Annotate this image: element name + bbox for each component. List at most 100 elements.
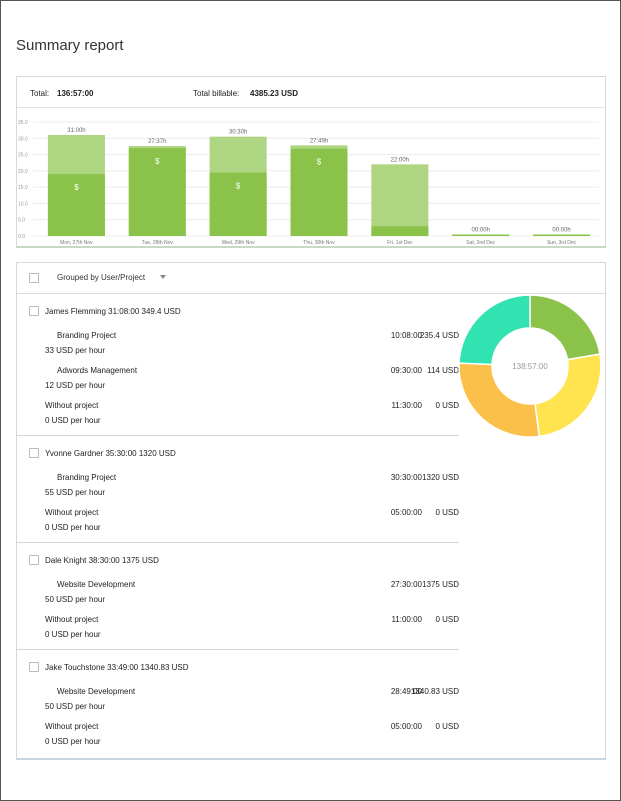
hourly-rate: 55 USD per hour [45, 488, 106, 497]
bar-total [371, 164, 429, 236]
y-tick-label: 15.0 [18, 185, 28, 191]
bar-value-label: 27:37h [148, 139, 166, 145]
project-time: 05:00:00 [390, 722, 422, 731]
bar-value-label: 22:00h [391, 157, 409, 163]
bar-value-label: 30:30h [229, 130, 247, 136]
billable-marker: $ [236, 181, 241, 190]
summary-panel: Total: 136:57:00 Total billable: 4385.23… [16, 76, 606, 248]
hourly-rate: 0 USD per hour [45, 630, 101, 639]
hourly-rate: 33 USD per hour [45, 346, 106, 355]
project-label: Adwords Management [57, 366, 138, 375]
donut-slice [529, 294, 601, 361]
x-tick-label: Sat, 2nd Dec [466, 240, 495, 246]
user-section: Yvonne Gardner 35:30:00 1320 USD Branding… [17, 436, 459, 543]
total-label: Total: [30, 89, 50, 98]
project-amount: 1320 USD [422, 473, 459, 482]
hourly-rate: 50 USD per hour [45, 702, 106, 711]
bar-billable [290, 148, 348, 236]
x-tick-label: Wed, 29th Nov [222, 240, 255, 246]
donut-slice [458, 294, 531, 366]
total-value: 136:57:00 [57, 89, 94, 98]
bar-billable [209, 172, 267, 236]
page-title: Summary report [16, 37, 124, 54]
donut-slice [458, 362, 541, 438]
user-checkbox[interactable] [29, 555, 39, 565]
project-time: 27:30:00 [390, 580, 422, 589]
user-checkbox[interactable] [29, 306, 39, 316]
y-tick-label: 5.0 [18, 218, 25, 224]
project-time: 30:30:00 [390, 473, 422, 482]
billable-label: Total billable: [193, 89, 240, 98]
daily-hours-bar-chart: 35.0 30.0 25.0 20.0 15.0 10.0 5.0 0.0 31:00h $ Mon… [18, 120, 599, 246]
user-section: James Flemming 31:08:00 349.4 USD Brandin… [17, 294, 459, 436]
y-tick-label: 25.0 [18, 153, 28, 159]
bar-billable [128, 148, 186, 236]
hourly-rate: 0 USD per hour [45, 416, 101, 425]
billable-marker: $ [155, 157, 160, 166]
y-tick-label: 0.0 [18, 234, 25, 240]
project-time: 28:49:00 [390, 687, 422, 696]
project-amount: 0 USD [435, 401, 459, 410]
project-amount: 1340.83 USD [410, 687, 459, 696]
x-tick-label: Mon, 27th Nov [60, 240, 93, 246]
x-tick-label: Fri, 1st Dec [387, 240, 413, 246]
x-tick-label: Thu, 30th Nov [303, 240, 335, 246]
y-tick-label: 30.0 [18, 136, 28, 142]
totals-row: Total: 136:57:00 Total billable: 4385.23… [17, 77, 605, 108]
x-tick-label: Tue, 28th Nov [142, 240, 174, 246]
bar-value-label: 00:00h [552, 228, 570, 234]
project-label: Website Development [57, 580, 136, 589]
project-label: Branding Project [57, 473, 117, 482]
project-label: Website Development [57, 687, 136, 696]
project-time: 10:08:00 [390, 331, 422, 340]
user-section: Dale Knight 38:30:00 1375 USD Website Dev… [17, 543, 459, 650]
project-amount: 1375 USD [422, 580, 459, 589]
billable-marker: $ [74, 183, 79, 192]
bar-billable [47, 174, 105, 236]
select-all-checkbox[interactable] [29, 273, 39, 283]
project-label: Without project [45, 508, 99, 517]
donut-slice [534, 353, 602, 438]
project-time: 09:30:00 [390, 366, 422, 375]
project-label: Without project [45, 401, 99, 410]
bar-billable [533, 234, 591, 236]
hourly-rate: 0 USD per hour [45, 737, 101, 746]
project-amount: 0 USD [435, 508, 459, 517]
y-tick-label: 35.0 [18, 120, 28, 126]
project-label: Branding Project [57, 331, 117, 340]
bar-billable [452, 234, 510, 236]
project-amount: 114 USD [427, 366, 459, 375]
donut-center-label: 138:57:00 [512, 362, 548, 371]
y-tick-label: 10.0 [18, 201, 28, 207]
user-checkbox[interactable] [29, 448, 39, 458]
bar-value-label: 27:49h [310, 138, 328, 144]
y-tick-label: 20.0 [18, 169, 28, 175]
user-section: Jake Touchstone 33:49:00 1340.83 USD Webs… [17, 650, 459, 757]
bar-value-label: 00:00h [472, 228, 490, 234]
project-time: 11:30:00 [391, 401, 422, 410]
bar-value-label: 31:00h [67, 128, 85, 134]
project-amount: 235.4 USD [419, 331, 459, 340]
billable-marker: $ [317, 158, 322, 167]
billable-value: 4385.23 USD [250, 89, 299, 98]
user-summary: Dale Knight 38:30:00 1375 USD [45, 556, 159, 565]
report-panel: Grouped by User/Project James Flemming 3… [16, 262, 606, 760]
grouping-header: Grouped by User/Project [17, 263, 605, 294]
user-summary: Yvonne Gardner 35:30:00 1320 USD [45, 449, 176, 458]
users-donut-chart: 138:57:00 [458, 294, 602, 438]
project-label: Without project [45, 615, 99, 624]
user-checkbox[interactable] [29, 662, 39, 672]
project-amount: 0 USD [435, 722, 459, 731]
x-tick-label: Sun, 3rd Dec [547, 240, 577, 246]
project-time: 11:00:00 [391, 615, 422, 624]
chevron-down-icon[interactable] [160, 275, 166, 279]
hourly-rate: 0 USD per hour [45, 523, 101, 532]
hourly-rate: 50 USD per hour [45, 595, 106, 604]
hourly-rate: 12 USD per hour [45, 381, 106, 390]
grouping-label[interactable]: Grouped by User/Project [57, 273, 146, 282]
user-summary: Jake Touchstone 33:49:00 1340.83 USD [45, 663, 189, 672]
project-amount: 0 USD [435, 615, 459, 624]
user-summary: James Flemming 31:08:00 349.4 USD [45, 307, 181, 316]
project-time: 05:00:00 [390, 508, 422, 517]
